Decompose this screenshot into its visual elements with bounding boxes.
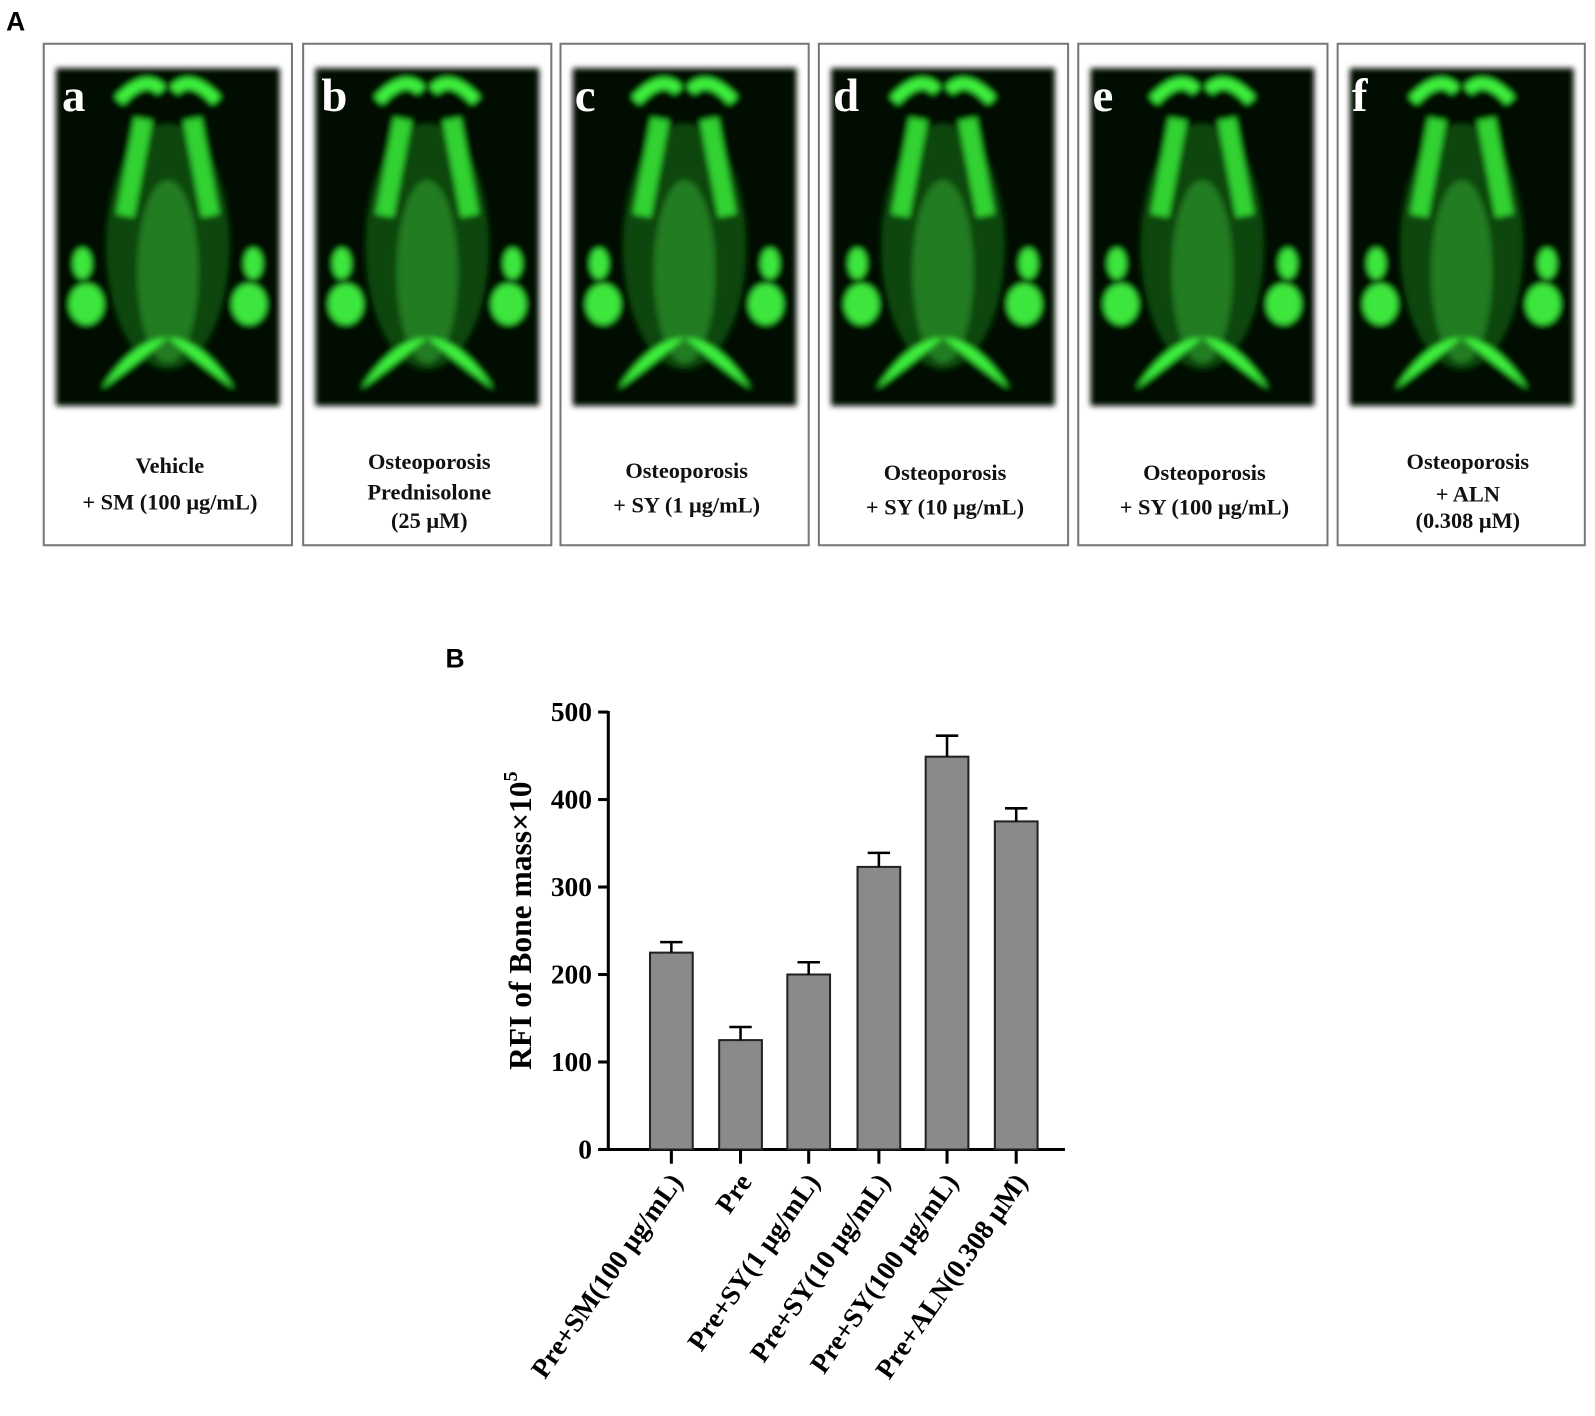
image-panel: d Osteoporosis + SY (10 μg/mL) [817,42,1070,547]
y-axis-label: RFI of Bone mass×105 [500,771,538,1070]
caption: (25 μM) [391,508,468,533]
image-panel: b Osteoporosis Prednisolone (25 μM) [302,42,553,547]
panel-letter: e [1092,70,1113,122]
bar [718,1039,763,1151]
caption: + SY (1 μg/mL) [613,493,760,518]
panel-letter: c [575,70,596,122]
caption: + SM (100 μg/mL) [82,490,257,515]
image-panel: c Osteoporosis + SY (1 μg/mL) [559,42,810,547]
bar [924,755,970,1151]
y-axis-label-exponent: 5 [500,771,522,781]
caption: + SY (10 μg/mL) [866,495,1024,520]
panel-label: B [446,643,465,673]
image-panel: e Osteoporosis + SY (100 μg/mL) [1077,42,1329,547]
bar [856,865,902,1151]
y-tick-label: 400 [551,785,592,815]
panel-letter: d [833,70,859,122]
x-tick-label: Pre+SM(100 μg/mL) [525,1168,688,1383]
x-tick-label: Pre [710,1168,758,1219]
caption: Vehicle [136,453,205,478]
caption: Osteoporosis [1407,449,1530,474]
caption: + ALN [1436,482,1500,507]
caption: Osteoporosis [625,458,748,483]
caption: (0.308 μM) [1416,508,1521,533]
panel-letter: f [1352,70,1369,122]
x-tick-label: Pre+SY(1 μg/mL) [682,1168,826,1356]
caption: Osteoporosis [368,449,491,474]
bar [648,951,694,1151]
y-axis-label-text: RFI of Bone mass×10 [503,781,538,1069]
y-tick-label: 300 [551,872,592,902]
caption: Osteoporosis [1143,460,1266,485]
panel-letter: b [321,70,347,122]
bar-chart: RFI of Bone mass×105 0 100 200 300 400 500 Pre… [500,697,1066,1384]
caption: Prednisolone [367,479,491,504]
bar [786,973,832,1151]
y-tick-label: 100 [551,1047,592,1077]
panel-label: A [6,7,25,37]
bar [993,820,1039,1151]
caption: + SY (100 μg/mL) [1120,495,1289,520]
y-tick-label: 200 [551,960,592,990]
image-panel: a Vehicle + SM (100 μg/mL) [42,42,293,547]
panel-a: a Vehicle + SM (100 μg/mL) b Osteoporosi… [42,42,1586,547]
y-tick-label: 500 [551,697,592,727]
caption: Osteoporosis [884,460,1007,485]
image-panel: f Osteoporosis + ALN (0.308 μM) [1336,42,1586,547]
y-tick-label: 0 [578,1135,592,1165]
panel-letter: a [62,70,85,122]
